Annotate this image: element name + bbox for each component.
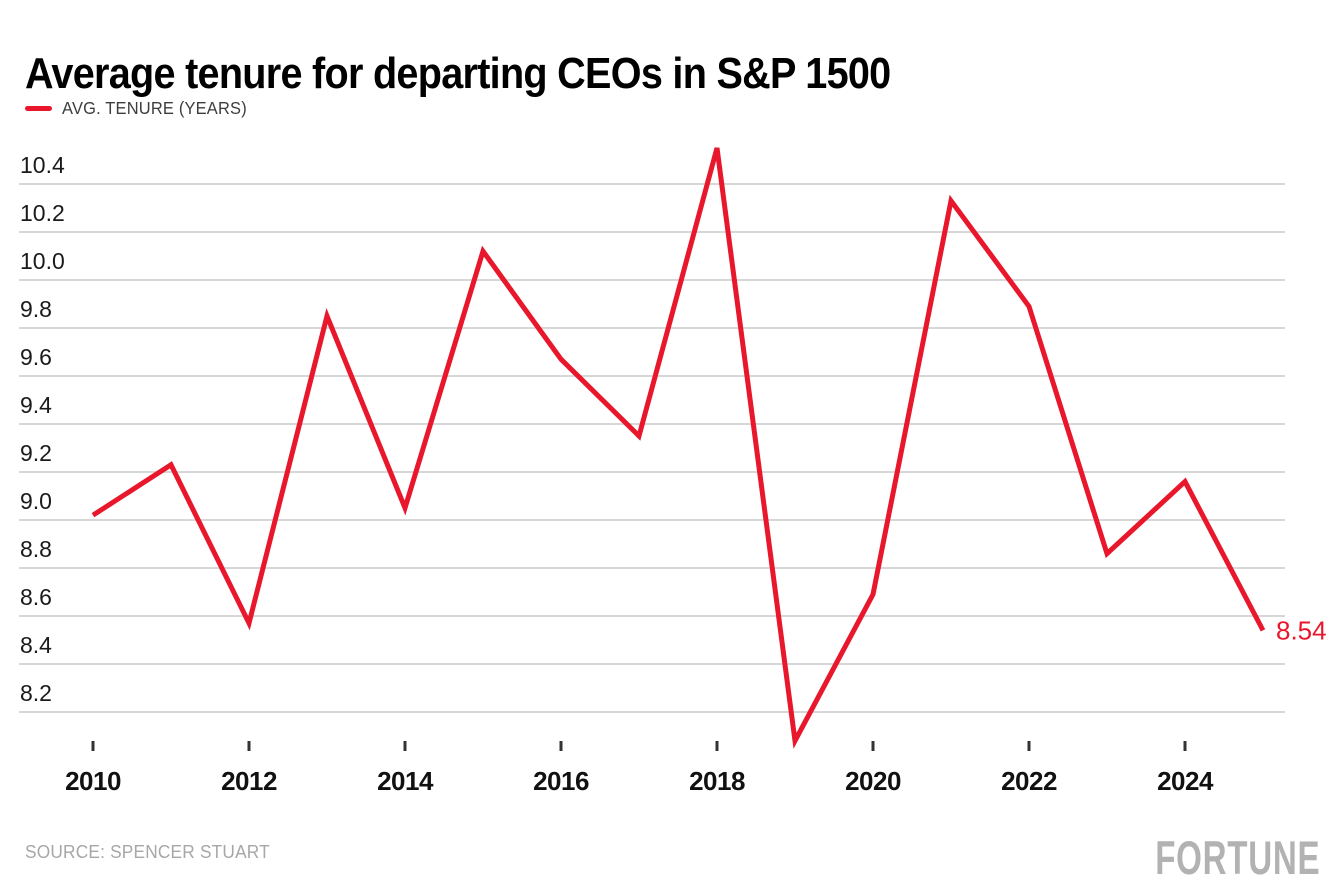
y-axis-label: 10.0: [20, 248, 65, 274]
legend: AVG. TENURE (YEARS): [25, 98, 259, 119]
x-axis-label: 2018: [689, 766, 745, 796]
x-axis-label: 2016: [533, 766, 589, 796]
source-note: SOURCE: SPENCER STUART: [25, 842, 270, 862]
y-axis-label: 10.4: [20, 152, 65, 178]
chart-title: Average tenure for departing CEOs in S&P…: [25, 49, 891, 99]
x-axis-label: 2024: [1157, 766, 1214, 796]
tenure-line-chart: 8.2 8.4 8.6 8.8 9.0 9.2 9.4 9.6 9.8 10.0 10.2 10.4 2…: [19, 147, 1327, 796]
fortune-logo: FORTUNE: [1154, 831, 1320, 885]
y-axis-label: 9.2: [20, 440, 52, 466]
y-axis-label: 9.0: [20, 488, 52, 514]
y-axis-label: 8.2: [20, 680, 52, 706]
end-value-label: 8.54: [1276, 615, 1327, 645]
x-axis-label: 2022: [1001, 766, 1057, 796]
x-axis-label: 2012: [221, 766, 277, 796]
y-axis-label: 9.6: [20, 344, 52, 370]
avg-tenure-line: [91, 147, 1266, 749]
y-axis-label: 8.6: [20, 584, 52, 610]
y-axis-label: 9.4: [20, 392, 52, 418]
legend-series-label: AVG. TENURE (YEARS): [62, 98, 247, 118]
y-axis-label: 9.8: [20, 296, 52, 322]
x-axis-label: 2010: [65, 766, 121, 796]
legend-line-swatch-icon: [25, 106, 52, 111]
x-axis-label: 2020: [845, 766, 901, 796]
y-axis-label: 10.2: [20, 200, 65, 226]
y-axis-label: 8.8: [20, 536, 52, 562]
y-axis-label: 8.4: [20, 632, 52, 658]
x-axis-label: 2014: [377, 766, 434, 796]
